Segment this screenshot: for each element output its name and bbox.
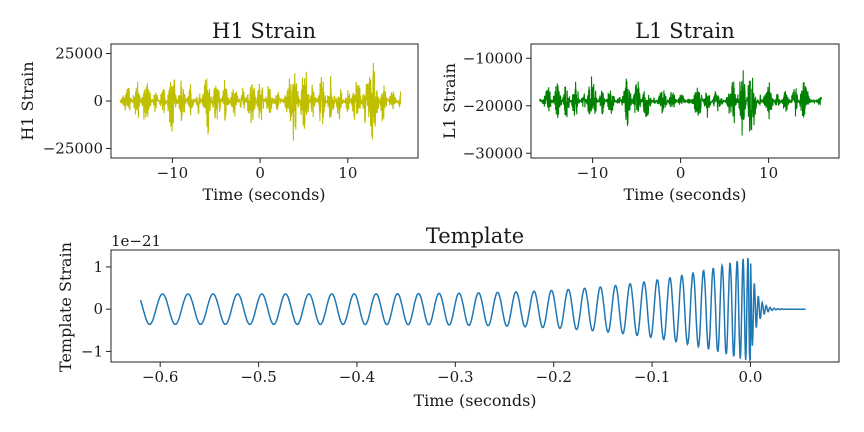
h1-y-tick-label: −25000 bbox=[43, 140, 103, 158]
l1-x-ticks: −10 0 10 bbox=[577, 158, 778, 182]
h1-x-tick-label: −10 bbox=[157, 164, 189, 182]
h1-y-tick-label: 0 bbox=[93, 92, 103, 110]
template-y-ticks: −1 0 1 bbox=[81, 258, 111, 360]
h1-y-ticks: −25000 0 25000 bbox=[43, 45, 111, 158]
l1-strain-panel: −10 0 10 −30000 −20000 −10000 L1 Strain Time… bbox=[440, 19, 840, 204]
template-y-offset-label: 1e−21 bbox=[111, 232, 161, 250]
l1-y-tick-label: −10000 bbox=[463, 49, 523, 67]
template-y-axis-label: Template Strain bbox=[56, 242, 75, 372]
template-x-axis-label: Time (seconds) bbox=[413, 391, 536, 410]
h1-x-axis-label: Time (seconds) bbox=[202, 185, 325, 204]
l1-x-tick-label: −10 bbox=[577, 164, 609, 182]
template-x-tick-label: −0.5 bbox=[240, 368, 276, 386]
template-title: Template bbox=[426, 224, 524, 248]
template-y-tick-label: −1 bbox=[81, 342, 103, 360]
h1-strain-panel: −10 0 10 −25000 0 25000 H1 Strain Time (seco… bbox=[18, 19, 419, 204]
template-panel: −0.6 −0.5 −0.4 −0.3 −0.2 −0.1 0.0 −1 0 1 Templat… bbox=[56, 224, 840, 410]
template-y-tick-label: 0 bbox=[93, 300, 103, 318]
l1-plot-frame bbox=[530, 43, 840, 159]
template-plot-frame bbox=[110, 249, 840, 363]
l1-y-tick-label: −30000 bbox=[463, 144, 523, 162]
l1-x-tick-label: 0 bbox=[676, 164, 686, 182]
h1-x-tick-label: 0 bbox=[255, 164, 265, 182]
h1-strain-trace-path bbox=[119, 62, 402, 141]
h1-y-axis-label: H1 Strain bbox=[18, 61, 37, 140]
h1-y-tick-label: 25000 bbox=[55, 45, 103, 63]
template-x-tick-label: −0.3 bbox=[437, 368, 473, 386]
l1-strain-trace-path bbox=[539, 70, 822, 136]
template-x-tick-label: −0.6 bbox=[142, 368, 178, 386]
template-x-tick-label: −0.4 bbox=[339, 368, 375, 386]
template-x-tick-label: −0.2 bbox=[535, 368, 571, 386]
template-y-tick-label: 1 bbox=[93, 258, 103, 276]
l1-y-ticks: −30000 −20000 −10000 bbox=[463, 49, 531, 162]
h1-x-tick-label: 10 bbox=[338, 164, 357, 182]
l1-strain-trace bbox=[539, 70, 822, 136]
l1-title: L1 Strain bbox=[635, 19, 735, 43]
l1-y-axis-label: L1 Strain bbox=[440, 63, 459, 139]
h1-title: H1 Strain bbox=[212, 19, 316, 43]
h1-strain-trace bbox=[119, 62, 402, 141]
template-x-tick-label: 0.0 bbox=[739, 368, 763, 386]
l1-y-tick-label: −20000 bbox=[463, 97, 523, 115]
template-trace bbox=[139, 257, 806, 362]
l1-x-axis-label: Time (seconds) bbox=[623, 185, 746, 204]
template-trace-path bbox=[139, 257, 806, 362]
h1-x-ticks: −10 0 10 bbox=[157, 158, 357, 182]
template-x-ticks: −0.6 −0.5 −0.4 −0.3 −0.2 −0.1 0.0 bbox=[142, 362, 762, 386]
template-x-tick-label: −0.1 bbox=[634, 368, 670, 386]
l1-x-tick-label: 10 bbox=[759, 164, 778, 182]
